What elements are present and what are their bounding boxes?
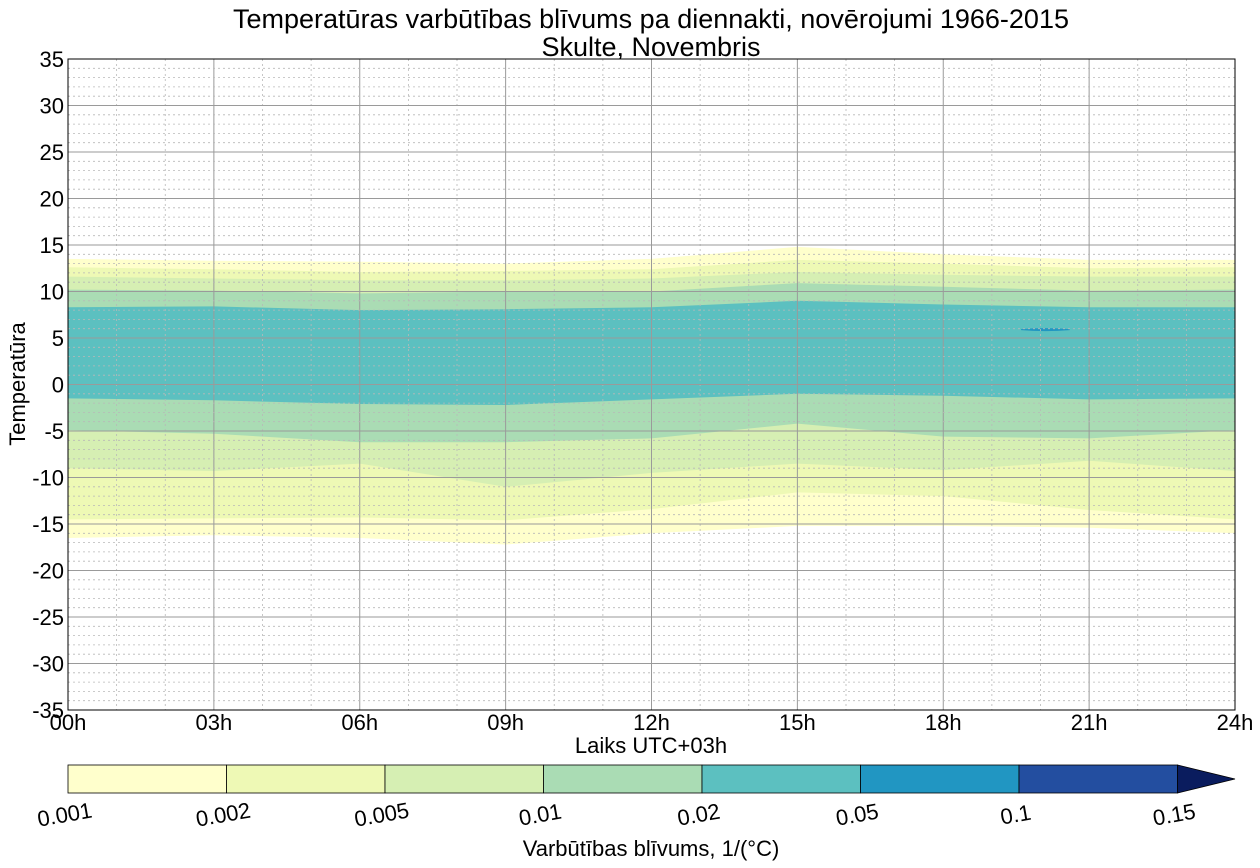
colorbar-segment [226,764,386,794]
y-tick-label: 15 [40,233,64,258]
chart-title: Temperatūras varbūtības blīvums pa dienn… [233,4,1069,34]
colorbar-tick-label: 0.1 [998,800,1032,830]
y-axis-ticks: 35 30 25 20 15 10 5 0 -5 -10 -15 -20 -25 -30 -35 [32,47,64,723]
colorbar-tick-label: 0.005 [352,798,411,832]
y-tick-label: 5 [52,326,64,351]
x-axis-ticks: 00h 03h 06h 09h 12h 15h 18h 21h 24h [50,710,1254,735]
x-axis-label: Laiks UTC+03h [575,733,727,758]
y-tick-label: 30 [40,94,64,119]
x-tick-label: 18h [925,710,962,735]
colorbar-extend-arrow [1177,764,1236,794]
chart-subtitle: Skulte, Novembris [541,32,760,62]
y-tick-label: -10 [32,466,64,491]
colorbar-segment [543,764,703,794]
colorbar-segment [701,764,861,794]
colorbar-segment [67,764,227,794]
colorbar-label: Varbūtības blīvums, 1/(°C) [523,836,780,861]
colorbar-tick-labels: 0.001 0.002 0.005 0.01 0.02 0.05 0.1 0.15 [35,798,1197,832]
y-tick-label: -5 [44,419,64,444]
colorbar-segment [860,764,1020,794]
colorbar-tick-label: 0.01 [517,799,564,831]
y-tick-label: -35 [32,698,64,723]
y-tick-label: 20 [40,187,64,212]
colorbar-tick-label: 0.002 [194,798,253,832]
x-tick-label: 09h [487,710,524,735]
plot-frame [67,58,1236,711]
y-axis-label: Temperatūra [5,321,30,445]
x-tick-label: 24h [1217,710,1254,735]
y-tick-label: -25 [32,605,64,630]
grid-lines [68,59,1235,710]
x-tick-label: 06h [341,710,378,735]
colorbar-tick-label: 0.02 [675,799,722,831]
colorbar-tick-label: 0.15 [1151,799,1198,831]
density-spot [1021,328,1070,332]
y-tick-label: 10 [40,280,64,305]
colorbar-segment [384,764,544,794]
colorbar [67,764,1236,794]
x-tick-label: 00h [50,710,87,735]
x-tick-label: 21h [1071,710,1108,735]
x-tick-label: 15h [779,710,816,735]
colorbar-tick-label: 0.05 [834,799,881,831]
y-tick-label: -15 [32,512,64,537]
y-tick-label: -20 [32,559,64,584]
x-tick-label: 12h [633,710,670,735]
colorbar-segment [1018,764,1178,794]
y-tick-label: 25 [40,140,64,165]
colorbar-tick-label: 0.001 [35,798,94,832]
x-tick-label: 03h [196,710,233,735]
y-tick-label: 0 [52,373,64,398]
y-tick-label: -30 [32,652,64,677]
y-tick-label: 35 [40,47,64,72]
